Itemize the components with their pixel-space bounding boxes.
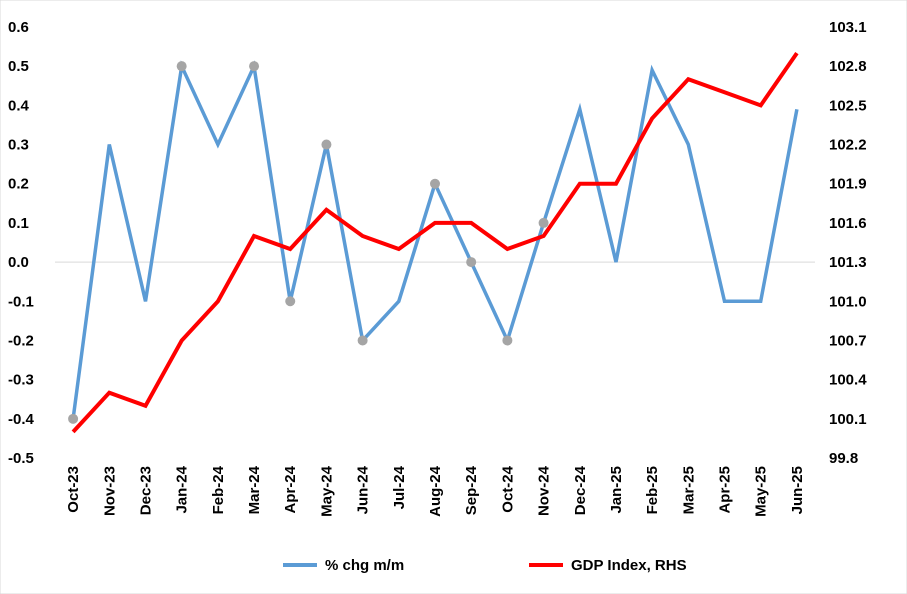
left-axis-tick-label: 0.5: [8, 58, 29, 75]
right-axis-tick-label: 102.5: [829, 97, 867, 114]
legend: % chg m/m GDP Index, RHS: [283, 557, 687, 574]
x-axis-tick-label: Feb-25: [644, 466, 661, 514]
x-axis-tick-label: Nov-23: [101, 466, 118, 516]
left-axis-tick-label: -0.1: [8, 293, 34, 310]
left-axis-tick-label: 0.1: [8, 215, 29, 232]
data-point-marker: [249, 61, 260, 72]
right-axis-tick-label: 102.8: [829, 58, 867, 75]
data-point-marker: [68, 413, 79, 424]
legend-label-gdp-index: GDP Index, RHS: [571, 557, 687, 574]
x-axis-tick-label: Jan-24: [174, 465, 191, 513]
x-axis-tick-label: Apr-24: [282, 465, 299, 513]
right-axis-tick-label: 101.9: [829, 176, 867, 193]
data-point-marker: [466, 257, 477, 268]
data-point-marker: [538, 217, 549, 228]
x-axis-tick-label: Oct-24: [499, 465, 516, 512]
right-axis-tick-label: 100.4: [829, 372, 867, 389]
left-axis-tick-label: 0.3: [8, 137, 29, 154]
right-axis-tick-label: 102.2: [829, 137, 867, 154]
x-axis-tick-label: Nov-24: [536, 465, 553, 516]
data-point-marker: [285, 296, 296, 307]
data-point-marker: [357, 335, 368, 346]
x-axis-tick-label: Aug-24: [427, 465, 444, 516]
legend-label-pct-chg: % chg m/m: [325, 557, 404, 574]
left-axis-tick-label: 0.6: [8, 19, 29, 36]
left-axis-tick-label: -0.2: [8, 332, 34, 349]
left-axis-tick-label: 0.0: [8, 254, 29, 271]
left-axis-tick-label: -0.4: [8, 411, 35, 428]
x-axis-tick-label: Jun-24: [355, 465, 372, 514]
right-axis-tick-label: 101.3: [829, 254, 867, 271]
series-markers: [68, 61, 549, 424]
right-axis-tick-label: 100.7: [829, 332, 867, 349]
right-axis-tick-labels: 99.8 100.1 100.4 100.7 101.0 101.3 101.6 101.9 1…: [829, 19, 867, 467]
x-axis-tick-label: Mar-25: [680, 466, 697, 514]
x-axis-tick-label: Jun-25: [789, 466, 806, 514]
data-point-marker: [321, 139, 332, 150]
left-axis-tick-label: -0.5: [8, 450, 34, 467]
right-axis-tick-label: 101.6: [829, 215, 867, 232]
left-axis-tick-labels: -0.5 -0.4 -0.3 -0.2 -0.1 0.0 0.1 0.2 0.3 0.4 0.5 0.…: [8, 19, 35, 467]
left-axis-tick-label: -0.3: [8, 372, 34, 389]
data-point-marker: [430, 178, 440, 189]
data-point-marker: [176, 61, 187, 72]
right-axis-tick-label: 103.1: [829, 19, 867, 36]
left-axis-tick-label: 0.4: [8, 97, 30, 114]
x-axis-tick-label: Jul-24: [391, 465, 408, 509]
x-axis-tick-label: Sep-24: [463, 465, 480, 515]
x-axis-tick-label: Apr-25: [717, 466, 734, 514]
x-axis-tick-labels: Oct-23 Nov-23 Dec-23 Jan-24 Feb-24 Mar-24 Apr-…: [65, 465, 806, 517]
right-axis-tick-label: 99.8: [829, 450, 858, 467]
x-axis-tick-label: Oct-23: [65, 466, 82, 513]
data-point-marker: [502, 335, 513, 346]
x-axis-tick-label: Dec-24: [572, 465, 589, 515]
x-axis-tick-label: May-25: [753, 466, 770, 517]
series-line-gdp-index: [71, 51, 799, 434]
x-axis-tick-label: May-24: [318, 465, 335, 517]
right-axis-tick-label: 101.0: [829, 293, 867, 310]
left-axis-tick-label: 0.2: [8, 176, 29, 193]
x-axis-tick-label: Feb-24: [210, 465, 227, 514]
x-axis-tick-label: Mar-24: [246, 465, 263, 514]
x-axis-tick-label: Dec-23: [137, 466, 154, 515]
right-axis-tick-label: 100.1: [829, 411, 867, 428]
x-axis-tick-label: Jan-25: [608, 466, 625, 514]
